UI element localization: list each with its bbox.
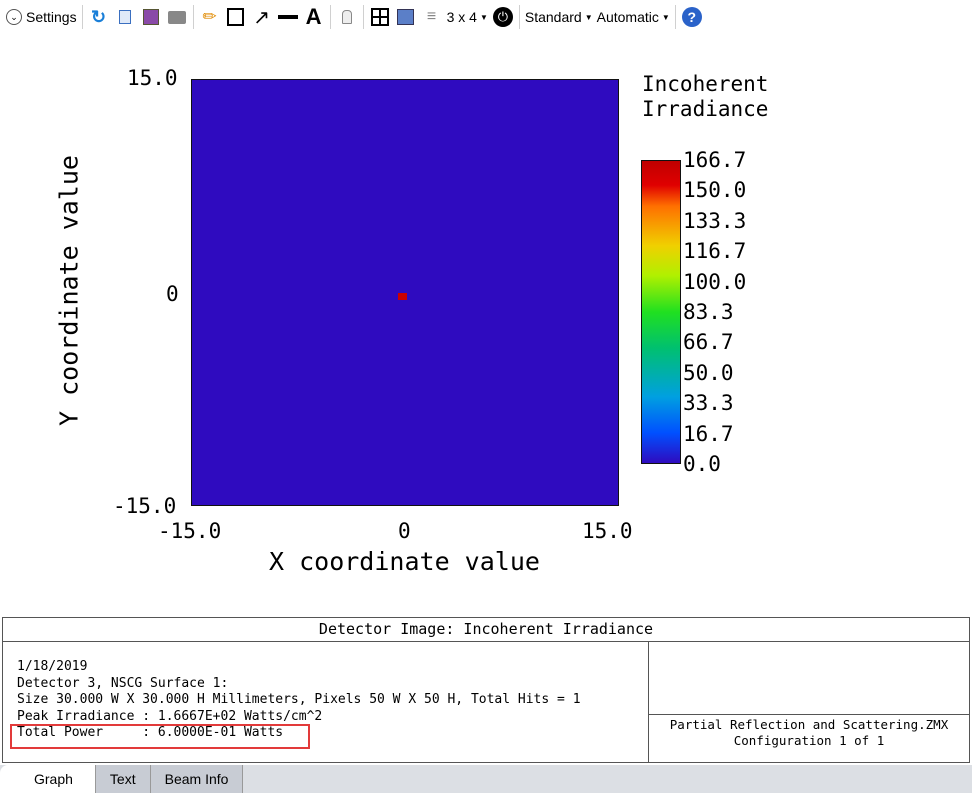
copy-icon[interactable] <box>114 5 136 29</box>
automatic-dropdown[interactable]: Automatic ▼ <box>596 9 670 25</box>
help-icon[interactable]: ? <box>681 5 703 29</box>
rectangle-icon[interactable] <box>225 5 247 29</box>
grid-icon[interactable] <box>369 5 391 29</box>
info-line: 1/18/2019 <box>17 659 88 674</box>
x-tick: 15.0 <box>582 519 633 543</box>
colorbar-tick: 0.0 <box>683 452 721 476</box>
window-icon[interactable] <box>395 5 417 29</box>
peak-pixel <box>398 293 407 300</box>
colorbar-title-line: Irradiance <box>642 97 769 121</box>
tab-bar: Graph Text Beam Info <box>0 765 972 793</box>
text-icon[interactable]: A <box>305 4 322 29</box>
colorbar-tick: 16.7 <box>683 421 734 446</box>
colorbar-tick: 50.0 <box>683 360 734 385</box>
power-icon[interactable]: ⏻ <box>492 5 514 29</box>
colorbar-tick: 100.0 <box>683 269 747 294</box>
colorbar-tick: 116.7 <box>683 239 747 264</box>
highlight-box <box>10 724 310 749</box>
colorbar-tick: 166.7 <box>683 148 747 172</box>
y-axis-label: Y coordinate value <box>54 155 84 426</box>
layers-icon[interactable]: ≡ <box>426 8 437 25</box>
colorbar <box>641 160 681 464</box>
info-file-panel: Partial Reflection and Scattering.ZMX Con… <box>649 642 969 763</box>
save-icon[interactable] <box>140 5 162 29</box>
y-tick: 15.0 <box>127 66 178 90</box>
automatic-label: Automatic <box>596 9 659 25</box>
tab-text[interactable]: Text <box>95 765 151 793</box>
x-tick: -15.0 <box>158 519 222 543</box>
layout-dropdown[interactable]: 3 x 4 ▼ <box>446 9 488 25</box>
toolbar: ⌄ Settings ↻ ✏ ↗ A ≡ 3 x 4 ▼ ⏻ Standard ▼ A… <box>0 0 972 34</box>
settings-label: Settings <box>26 9 77 25</box>
chevron-down-circle-icon: ⌄ <box>6 9 22 25</box>
standard-label: Standard <box>524 9 582 25</box>
refresh-icon[interactable]: ↻ <box>91 6 107 27</box>
colorbar-tick: 133.3 <box>683 208 747 233</box>
file-name: Partial Reflection and Scattering.ZMX <box>669 717 949 732</box>
colorbar-title-line: Incoherent <box>642 72 769 96</box>
tab-graph[interactable]: Graph <box>0 765 96 793</box>
x-tick: 0 <box>398 519 411 543</box>
info-panel: Detector Image: Incoherent Irradiance 1/… <box>2 617 970 763</box>
info-line: Peak Irradiance : 1.6667E+02 Watts/cm^2 <box>17 708 323 724</box>
lock-icon[interactable] <box>336 5 358 29</box>
arrow-icon[interactable]: ↗ <box>253 6 270 29</box>
print-icon[interactable] <box>166 5 188 29</box>
layout-label: 3 x 4 <box>446 9 477 25</box>
irradiance-plot <box>191 79 619 506</box>
info-details: 1/18/2019 Detector 3, NSCG Surface 1: Size… <box>3 642 649 763</box>
x-axis-label: X coordinate value <box>269 547 540 576</box>
colorbar-tick: 33.3 <box>683 391 734 416</box>
y-tick: 0 <box>166 282 179 306</box>
settings-button[interactable]: ⌄ Settings <box>6 5 77 29</box>
configuration: Configuration 1 of 1 <box>733 733 885 748</box>
info-line: Total Power : 6.0000E-01 Watts <box>17 725 284 740</box>
tab-beam-info[interactable]: Beam Info <box>150 765 244 793</box>
colorbar-title: Incoherent Irradiance <box>642 72 768 122</box>
line-icon[interactable] <box>277 5 299 29</box>
standard-dropdown[interactable]: Standard ▼ <box>524 9 593 25</box>
colorbar-tick: 83.3 <box>683 300 734 324</box>
info-line: Detector 3, NSCG Surface 1: <box>17 675 229 691</box>
y-tick: -15.0 <box>113 494 177 518</box>
pencil-icon[interactable]: ✏ <box>202 7 217 26</box>
colorbar-tick: 150.0 <box>683 178 747 203</box>
info-title: Detector Image: Incoherent Irradiance <box>3 618 969 642</box>
info-line: Size 30.000 W X 30.000 H Millimeters, Pi… <box>17 692 581 707</box>
colorbar-tick: 66.7 <box>683 330 734 355</box>
